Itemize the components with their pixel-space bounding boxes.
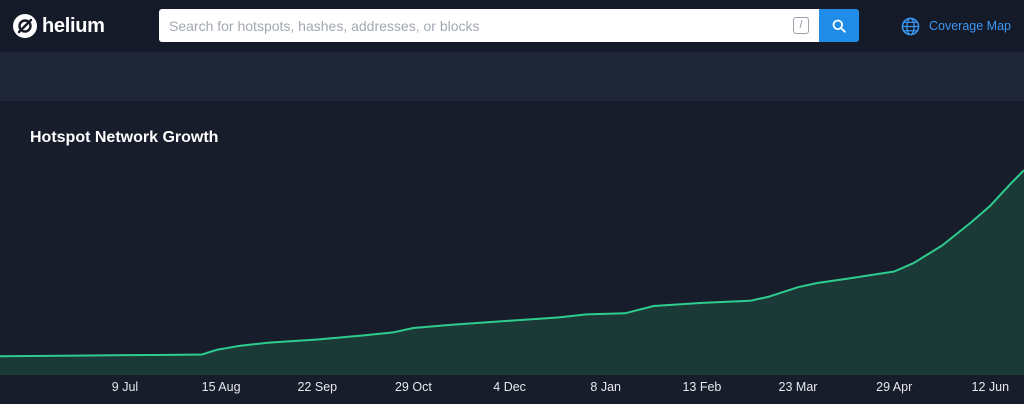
brand-name: helium — [42, 14, 105, 37]
search-input[interactable] — [159, 9, 819, 42]
x-tick-label: 22 Sep — [297, 380, 337, 394]
growth-area-fill — [0, 170, 1024, 375]
stats-band — [0, 52, 1024, 101]
coverage-map-link[interactable]: Coverage Map — [901, 16, 1011, 36]
x-tick-label: 12 Jun — [972, 380, 1010, 394]
search-bar: / — [159, 9, 859, 42]
search-button[interactable] — [819, 9, 859, 42]
x-tick-label: 23 Mar — [779, 380, 818, 394]
growth-series-line — [0, 169, 1024, 358]
network-growth-chart: 9 Jul 15 Aug 22 Sep 29 Oct 4 Dec 8 Jan 13 Feb 2… — [0, 169, 1024, 394]
network-growth-panel: 9 Jul 15 Aug 22 Sep 29 Oct 4 Dec 8 Jan 13 Feb 2… — [0, 101, 1024, 404]
x-tick-label: 15 Aug — [202, 380, 241, 394]
x-tick-label: 9 Jul — [112, 380, 138, 394]
x-tick-label: 4 Dec — [493, 380, 526, 394]
search-shortcut-hint: / — [793, 17, 809, 34]
brand-logo[interactable]: helium — [12, 13, 105, 39]
x-tick-label: 8 Jan — [590, 380, 621, 394]
coverage-map-label: Coverage Map — [929, 19, 1011, 33]
search-icon — [832, 19, 846, 33]
x-tick-label: 29 Apr — [876, 380, 912, 394]
helium-logo-icon — [13, 14, 37, 38]
top-navbar: helium / Coverage Map — [0, 0, 1024, 52]
x-axis-tick-labels: 9 Jul 15 Aug 22 Sep 29 Oct 4 Dec 8 Jan 13 Feb 2… — [112, 380, 1009, 394]
x-tick-label: 29 Oct — [395, 380, 432, 394]
x-tick-label: 13 Feb — [682, 380, 721, 394]
globe-icon — [901, 17, 920, 35]
chart-title: Hotspot Network Growth — [30, 129, 219, 146]
